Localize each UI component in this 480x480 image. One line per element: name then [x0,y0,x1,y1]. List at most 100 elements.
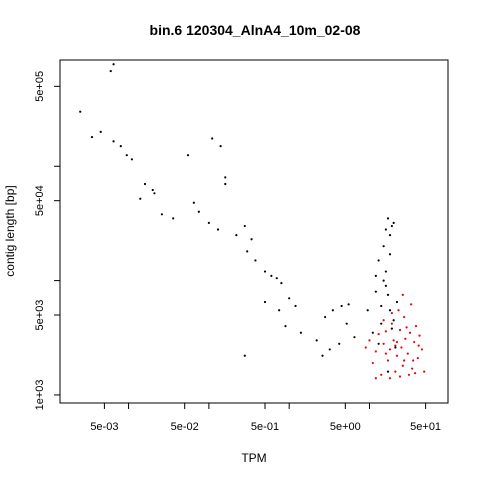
data-point [384,270,387,273]
y-tick-label: 5e+04 [34,185,46,216]
data-point [377,333,380,336]
data-point [397,309,400,312]
x-tick-label: 5e+01 [410,421,441,433]
data-point [353,336,356,339]
data-point [410,303,413,306]
data-point [413,340,416,344]
data-point [374,290,377,293]
plot-frame [59,59,449,404]
y-tick-label: 5e+05 [34,71,46,102]
data-point [151,188,154,192]
data-point [390,224,393,228]
x-axis-label: TPM [241,451,266,465]
data-point [377,259,380,262]
data-point [386,370,390,373]
data-point [130,158,133,161]
data-point [207,221,210,224]
data-point [411,367,414,370]
data-point [315,339,318,342]
x-tick-label: 5e-01 [251,421,279,433]
data-point [420,348,424,351]
data-point [394,370,397,373]
data-point [377,342,380,345]
data-point [423,370,426,373]
data-point [398,375,402,378]
data-point [395,354,399,357]
data-point [224,176,227,179]
data-point [331,309,334,312]
data-point [382,245,385,248]
x-tick-label: 5e+00 [330,421,361,433]
data-point [407,373,411,376]
data-point [374,274,377,277]
data-point [403,359,406,362]
data-point [418,334,421,337]
data-point [382,319,385,322]
data-point [390,322,393,325]
data-point [119,145,122,148]
data-point [368,339,371,342]
data-point [384,284,387,287]
data-point [288,297,291,300]
data-point [143,182,147,186]
data-point [338,342,341,345]
data-point [398,328,402,332]
data-point [386,293,390,296]
data-point [246,250,249,253]
data-point [345,322,348,325]
data-point [386,359,390,362]
data-point [374,350,377,353]
data-point [382,342,385,345]
y-tick-label: 1e+03 [34,379,46,410]
data-point [388,234,392,237]
x-axis: 5e-03 5e-02 5e-01 5e+00 5e+01 [90,403,441,433]
data-point [374,377,377,380]
data-point [299,331,303,334]
data-point [417,344,420,347]
data-point [263,300,267,304]
data-point [243,224,246,228]
data-point [347,303,350,306]
data-point [270,274,273,277]
y-axis: 1e+03 5e+03 5e+04 5e+05 [34,71,60,410]
data-point [263,270,267,273]
data-point [366,309,369,312]
data-point [394,346,397,349]
data-point [139,197,142,200]
data-point [414,372,417,375]
data-point [112,63,115,66]
data-point [321,354,324,357]
data-point [328,348,331,351]
data-point [250,238,253,241]
x-tick-label: 5e-02 [171,421,199,433]
data-point [192,201,195,204]
data-point [380,322,383,325]
data-point [392,319,395,322]
data-point [371,361,374,365]
data-point [197,210,200,213]
data-point [384,228,387,231]
data-point [384,352,387,355]
data-point [153,192,156,195]
data-point [224,182,227,186]
data-point [99,130,102,133]
data-point [384,330,387,333]
data-point [380,373,383,376]
data-point [414,324,418,328]
data-point [401,293,404,296]
data-point [90,135,94,139]
data-point [403,315,406,319]
data-point [392,339,395,342]
data-point [219,145,222,148]
data-point [172,217,175,220]
y-axis-label: contig length [bp] [3,185,17,276]
data-point [275,277,278,280]
data-point [254,259,257,262]
y-tick-label: 5e+03 [34,300,46,331]
x-tick-label: 5e-03 [90,421,118,433]
data-point [340,304,343,308]
data-point [323,315,327,319]
data-points [79,63,426,380]
data-point [388,377,392,380]
